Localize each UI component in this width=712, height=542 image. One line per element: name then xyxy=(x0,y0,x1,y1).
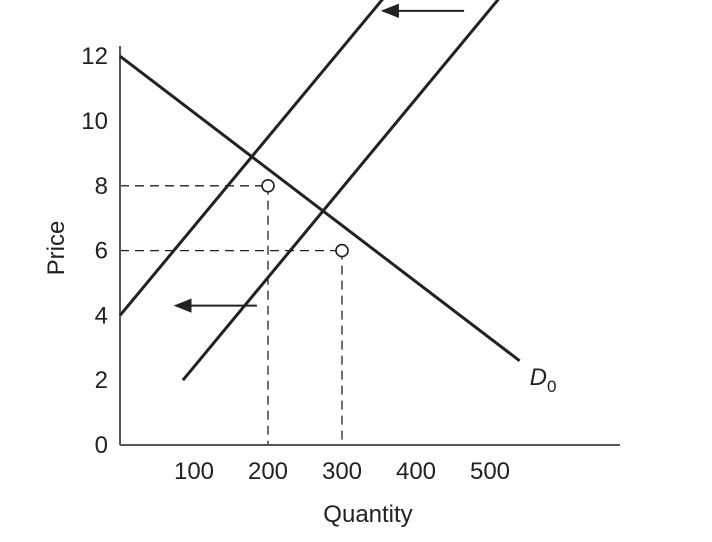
curve-labels: S1S0D0 xyxy=(530,364,557,396)
equilibrium-points xyxy=(261,179,349,258)
curve-label-d0: D0 xyxy=(530,364,557,396)
y-tick-label: 12 xyxy=(81,43,108,70)
x-tick-label: 200 xyxy=(248,458,288,485)
y-tick-label: 8 xyxy=(95,173,108,200)
curves xyxy=(118,0,521,382)
y-tick-label: 4 xyxy=(95,302,108,329)
y-tick-label: 6 xyxy=(95,238,108,265)
curve-s1 xyxy=(118,0,384,317)
curve-d0 xyxy=(119,55,521,362)
shift-arrows xyxy=(173,3,465,313)
x-axis-title: Quantity xyxy=(323,501,412,528)
y-tick-label: 2 xyxy=(95,367,108,394)
curve-s0 xyxy=(181,0,500,382)
y-tick-label: 10 xyxy=(81,108,108,135)
y-tick-label: 0 xyxy=(95,432,108,459)
tick-labels: 0 2 4 6 8 10 12 100 200 300 400 500 xyxy=(81,43,510,485)
x-tick-label: 400 xyxy=(396,458,436,485)
y-axis-title: Price xyxy=(43,221,70,276)
equilibrium-point-1 xyxy=(335,243,349,258)
x-tick-label: 500 xyxy=(470,458,510,485)
x-tick-label: 300 xyxy=(322,458,362,485)
axes xyxy=(119,46,620,446)
equilibrium-point-0 xyxy=(261,179,275,193)
x-tick-label: 100 xyxy=(174,458,214,485)
guide-lines xyxy=(120,185,343,445)
